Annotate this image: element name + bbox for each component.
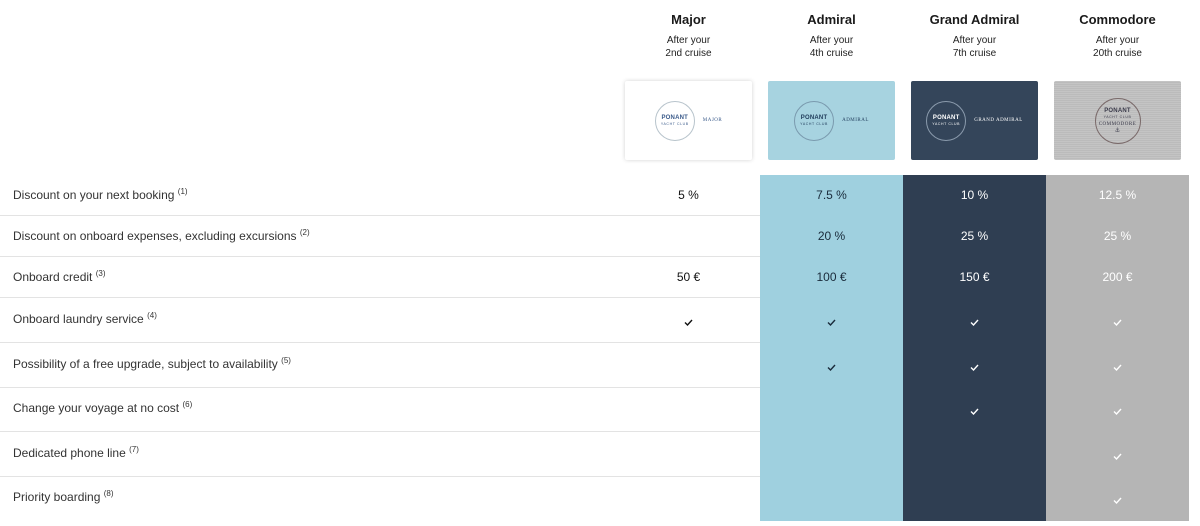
row-divider [0,476,760,477]
ponant-yacht-club-logo: PONANT YACHT CLUB GRAND ADMIRAL [926,100,1023,141]
benefit-value: 12.5 % [1098,188,1137,202]
logo-tier-tag: GRAND ADMIRAL [974,118,1023,123]
tier-name: Grand Admiral [929,12,1020,27]
check-icon [1046,449,1189,463]
grand-admiral-column-background [903,175,1046,521]
tier-header-grand-admiral: Grand Admiral After your 7th cruise [903,0,1046,60]
tier-requirement: After your 7th cruise [952,35,997,59]
benefit-value: 25 % [960,229,989,243]
benefit-label: Priority boarding (8) [13,489,114,504]
ponant-yacht-club-logo: PONANT YACHT CLUB COMMODORE ⚓ [1094,97,1141,144]
benefit-value: 100 € [816,270,847,284]
benefit-value: 200 € [1102,270,1133,284]
check-icon [903,315,1046,329]
check-icon [903,404,1046,418]
tier-requirement: After your 4th cruise [809,35,854,59]
tier-header-admiral: Admiral After your 4th cruise [760,0,903,60]
tier-card-admiral: PONANT YACHT CLUB ADMIRAL [768,81,895,160]
logo-tier-tag: ADMIRAL [842,118,869,123]
row-divider [0,431,760,432]
check-icon [617,315,760,329]
logo-emblem: PONANT YACHT CLUB [654,100,695,141]
tier-header-commodore: Commodore After your 20th cruise [1046,0,1189,60]
tier-name: Admiral [807,12,856,27]
benefit-label: Discount on onboard expenses, excluding … [13,228,310,243]
benefit-label: Onboard credit (3) [13,269,106,284]
benefit-value: 5 % [678,188,699,202]
logo-tier-tag: MAJOR [702,118,723,123]
benefit-label: Onboard laundry service (4) [13,311,157,326]
logo-emblem: PONANT YACHT CLUB [926,100,967,141]
check-icon [1046,404,1189,418]
row-divider [0,387,760,388]
row-divider [0,256,760,257]
check-icon [1046,315,1189,329]
tier-requirement: After your 20th cruise [1093,35,1142,59]
anchor-icon: ⚓ [1114,127,1121,134]
benefit-label: Possibility of a free upgrade, subject t… [13,356,291,371]
benefit-value: 7.5 % [816,188,847,202]
tier-name: Commodore [1079,12,1156,27]
row-divider [0,215,760,216]
tier-header-major: Major After your 2nd cruise [617,0,760,60]
benefit-label: Change your voyage at no cost (6) [13,400,193,415]
benefit-value: 20 % [817,229,846,243]
benefit-value: 150 € [959,270,990,284]
benefit-value: 50 € [676,270,701,284]
check-icon [760,360,903,374]
ponant-yacht-club-logo: PONANT YACHT CLUB ADMIRAL [794,100,869,141]
benefit-value: 10 % [960,188,989,202]
row-divider [0,297,760,298]
ponant-yacht-club-logo: PONANT YACHT CLUB MAJOR [654,100,723,141]
tier-card-major: PONANT YACHT CLUB MAJOR [625,81,752,160]
check-icon [1046,493,1189,507]
tier-card-commodore: PONANT YACHT CLUB COMMODORE ⚓ [1054,81,1181,160]
commodore-column-background [1046,175,1189,521]
row-divider [0,342,760,343]
logo-emblem: PONANT YACHT CLUB [794,100,835,141]
tier-name: Major [671,12,706,27]
check-icon [903,360,1046,374]
benefit-label: Dedicated phone line (7) [13,445,139,460]
tier-requirement: After your 2nd cruise [665,35,712,59]
check-icon [1046,360,1189,374]
tier-card-grand-admiral: PONANT YACHT CLUB GRAND ADMIRAL [911,81,1038,160]
benefit-label: Discount on your next booking (1) [13,187,188,202]
admiral-column-background [760,175,903,521]
check-icon [760,315,903,329]
benefit-value: 25 % [1103,229,1132,243]
